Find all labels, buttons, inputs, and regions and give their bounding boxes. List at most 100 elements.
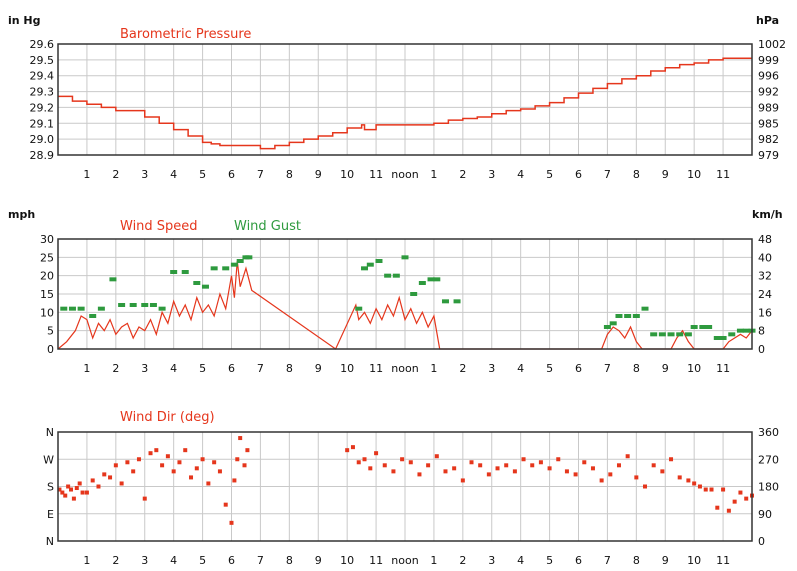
x-tick-label: 6 bbox=[228, 168, 235, 181]
wind-dir-point bbox=[634, 475, 638, 479]
x-tick-label: 6 bbox=[575, 554, 582, 567]
wind-dir-point bbox=[108, 475, 112, 479]
x-tick-label: 5 bbox=[199, 554, 206, 567]
x-tick-label: 9 bbox=[662, 362, 669, 375]
wind-dir-point bbox=[721, 488, 725, 492]
y-tick-label-left: 29.5 bbox=[30, 54, 55, 67]
wind-dir-point bbox=[189, 475, 193, 479]
wind-gust-mark bbox=[211, 266, 218, 270]
pressure-panel: in Hg hPa Barometric Pressure 29.629.529… bbox=[8, 14, 786, 181]
y-tick-label-left: 20 bbox=[40, 270, 54, 283]
x-tick-label: 1 bbox=[430, 362, 437, 375]
wind-dir-point bbox=[487, 472, 491, 476]
wind-dir-point bbox=[513, 469, 517, 473]
y-tick-label-right: 1002 bbox=[758, 38, 786, 51]
y-tick-label-right: 999 bbox=[758, 54, 779, 67]
x-tick-label: 10 bbox=[340, 554, 354, 567]
x-tick-label: 11 bbox=[369, 168, 383, 181]
x-tick-label: 4 bbox=[517, 554, 524, 567]
wind-dir-point bbox=[149, 451, 153, 455]
x-tick-label: 6 bbox=[575, 362, 582, 375]
wind-dir-point bbox=[166, 454, 170, 458]
wind-gust-mark bbox=[442, 299, 449, 303]
x-tick-label: 2 bbox=[112, 168, 119, 181]
x-tick-label: 9 bbox=[315, 168, 322, 181]
wind-dir-point bbox=[686, 478, 690, 482]
y-tick-label-right: 270 bbox=[758, 453, 779, 466]
wind-dir-point bbox=[201, 457, 205, 461]
x-tick-label: 5 bbox=[546, 168, 553, 181]
wind-dir-point bbox=[96, 485, 100, 489]
y-tick-label-right: 16 bbox=[758, 306, 772, 319]
wind-dir-point bbox=[417, 472, 421, 476]
x-tick-label: 8 bbox=[633, 554, 640, 567]
wind-gust-title: Wind Gust bbox=[234, 219, 301, 234]
wind-dir-point bbox=[426, 463, 430, 467]
wind-gust-mark bbox=[375, 259, 382, 263]
wind-dir-point bbox=[704, 488, 708, 492]
wind-dir-point bbox=[530, 463, 534, 467]
y-tick-label-right: 24 bbox=[758, 288, 772, 301]
wind-dir-point bbox=[143, 497, 147, 501]
wind-gust-mark bbox=[650, 332, 657, 336]
wind-dir-point bbox=[120, 481, 124, 485]
wind-gust-mark bbox=[720, 336, 727, 340]
x-tick-label: 3 bbox=[488, 554, 495, 567]
y-tick-label-right: 360 bbox=[758, 426, 779, 439]
x-tick-label: 4 bbox=[170, 362, 177, 375]
x-tick-label: 5 bbox=[546, 554, 553, 567]
x-tick-label: 7 bbox=[604, 362, 611, 375]
wind-dir-point bbox=[230, 521, 234, 525]
y-tick-label-left: 15 bbox=[40, 288, 54, 301]
wind-dir-point bbox=[733, 500, 737, 504]
y-tick-label-left: 29.6 bbox=[30, 38, 55, 51]
x-tick-label: 11 bbox=[369, 554, 383, 567]
wind-dir-point bbox=[539, 460, 543, 464]
wind-gust-mark bbox=[668, 332, 675, 336]
y-tick-label-right: 40 bbox=[758, 251, 772, 264]
wind-gust-mark bbox=[150, 303, 157, 307]
y-tick-label-right: 48 bbox=[758, 233, 772, 246]
wind-gust-mark bbox=[402, 255, 409, 259]
x-tick-label: 10 bbox=[340, 362, 354, 375]
wind-gust-mark bbox=[89, 314, 96, 318]
direction-marks bbox=[57, 436, 754, 525]
wind-dir-point bbox=[652, 463, 656, 467]
wind-dir-point bbox=[643, 485, 647, 489]
wind-gust-mark bbox=[633, 314, 640, 318]
wind-dir-point bbox=[744, 497, 748, 501]
wind-dir-point bbox=[357, 460, 361, 464]
wind-dir-point bbox=[243, 463, 247, 467]
wind-dir-point bbox=[125, 460, 129, 464]
y-tick-label-left: N bbox=[46, 535, 54, 548]
x-tick-label: noon bbox=[391, 554, 418, 567]
x-tick-label: 3 bbox=[141, 168, 148, 181]
x-tick-label: 8 bbox=[286, 554, 293, 567]
wind-dir-point bbox=[608, 472, 612, 476]
wind-dir-point bbox=[698, 485, 702, 489]
wind-dir-point bbox=[678, 475, 682, 479]
wind-gust-mark bbox=[170, 270, 177, 274]
y-tick-label-left: E bbox=[47, 508, 54, 521]
wind-dir-point bbox=[85, 491, 89, 495]
x-tick-label: 1 bbox=[83, 362, 90, 375]
x-tick-label: 11 bbox=[716, 554, 730, 567]
wind-dir-point bbox=[582, 460, 586, 464]
wind-gust-mark bbox=[676, 332, 683, 336]
x-tick-label: 1 bbox=[430, 554, 437, 567]
wind-dir-point bbox=[172, 469, 176, 473]
x-tick-label: 10 bbox=[687, 362, 701, 375]
x-tick-label: 2 bbox=[459, 168, 466, 181]
wind-dir-point bbox=[478, 463, 482, 467]
y-tick-label-right: 992 bbox=[758, 86, 779, 99]
wind-dir-point bbox=[565, 469, 569, 473]
wind-dir-point bbox=[556, 457, 560, 461]
wind-dir-point bbox=[626, 454, 630, 458]
wind-gust-mark bbox=[615, 314, 622, 318]
